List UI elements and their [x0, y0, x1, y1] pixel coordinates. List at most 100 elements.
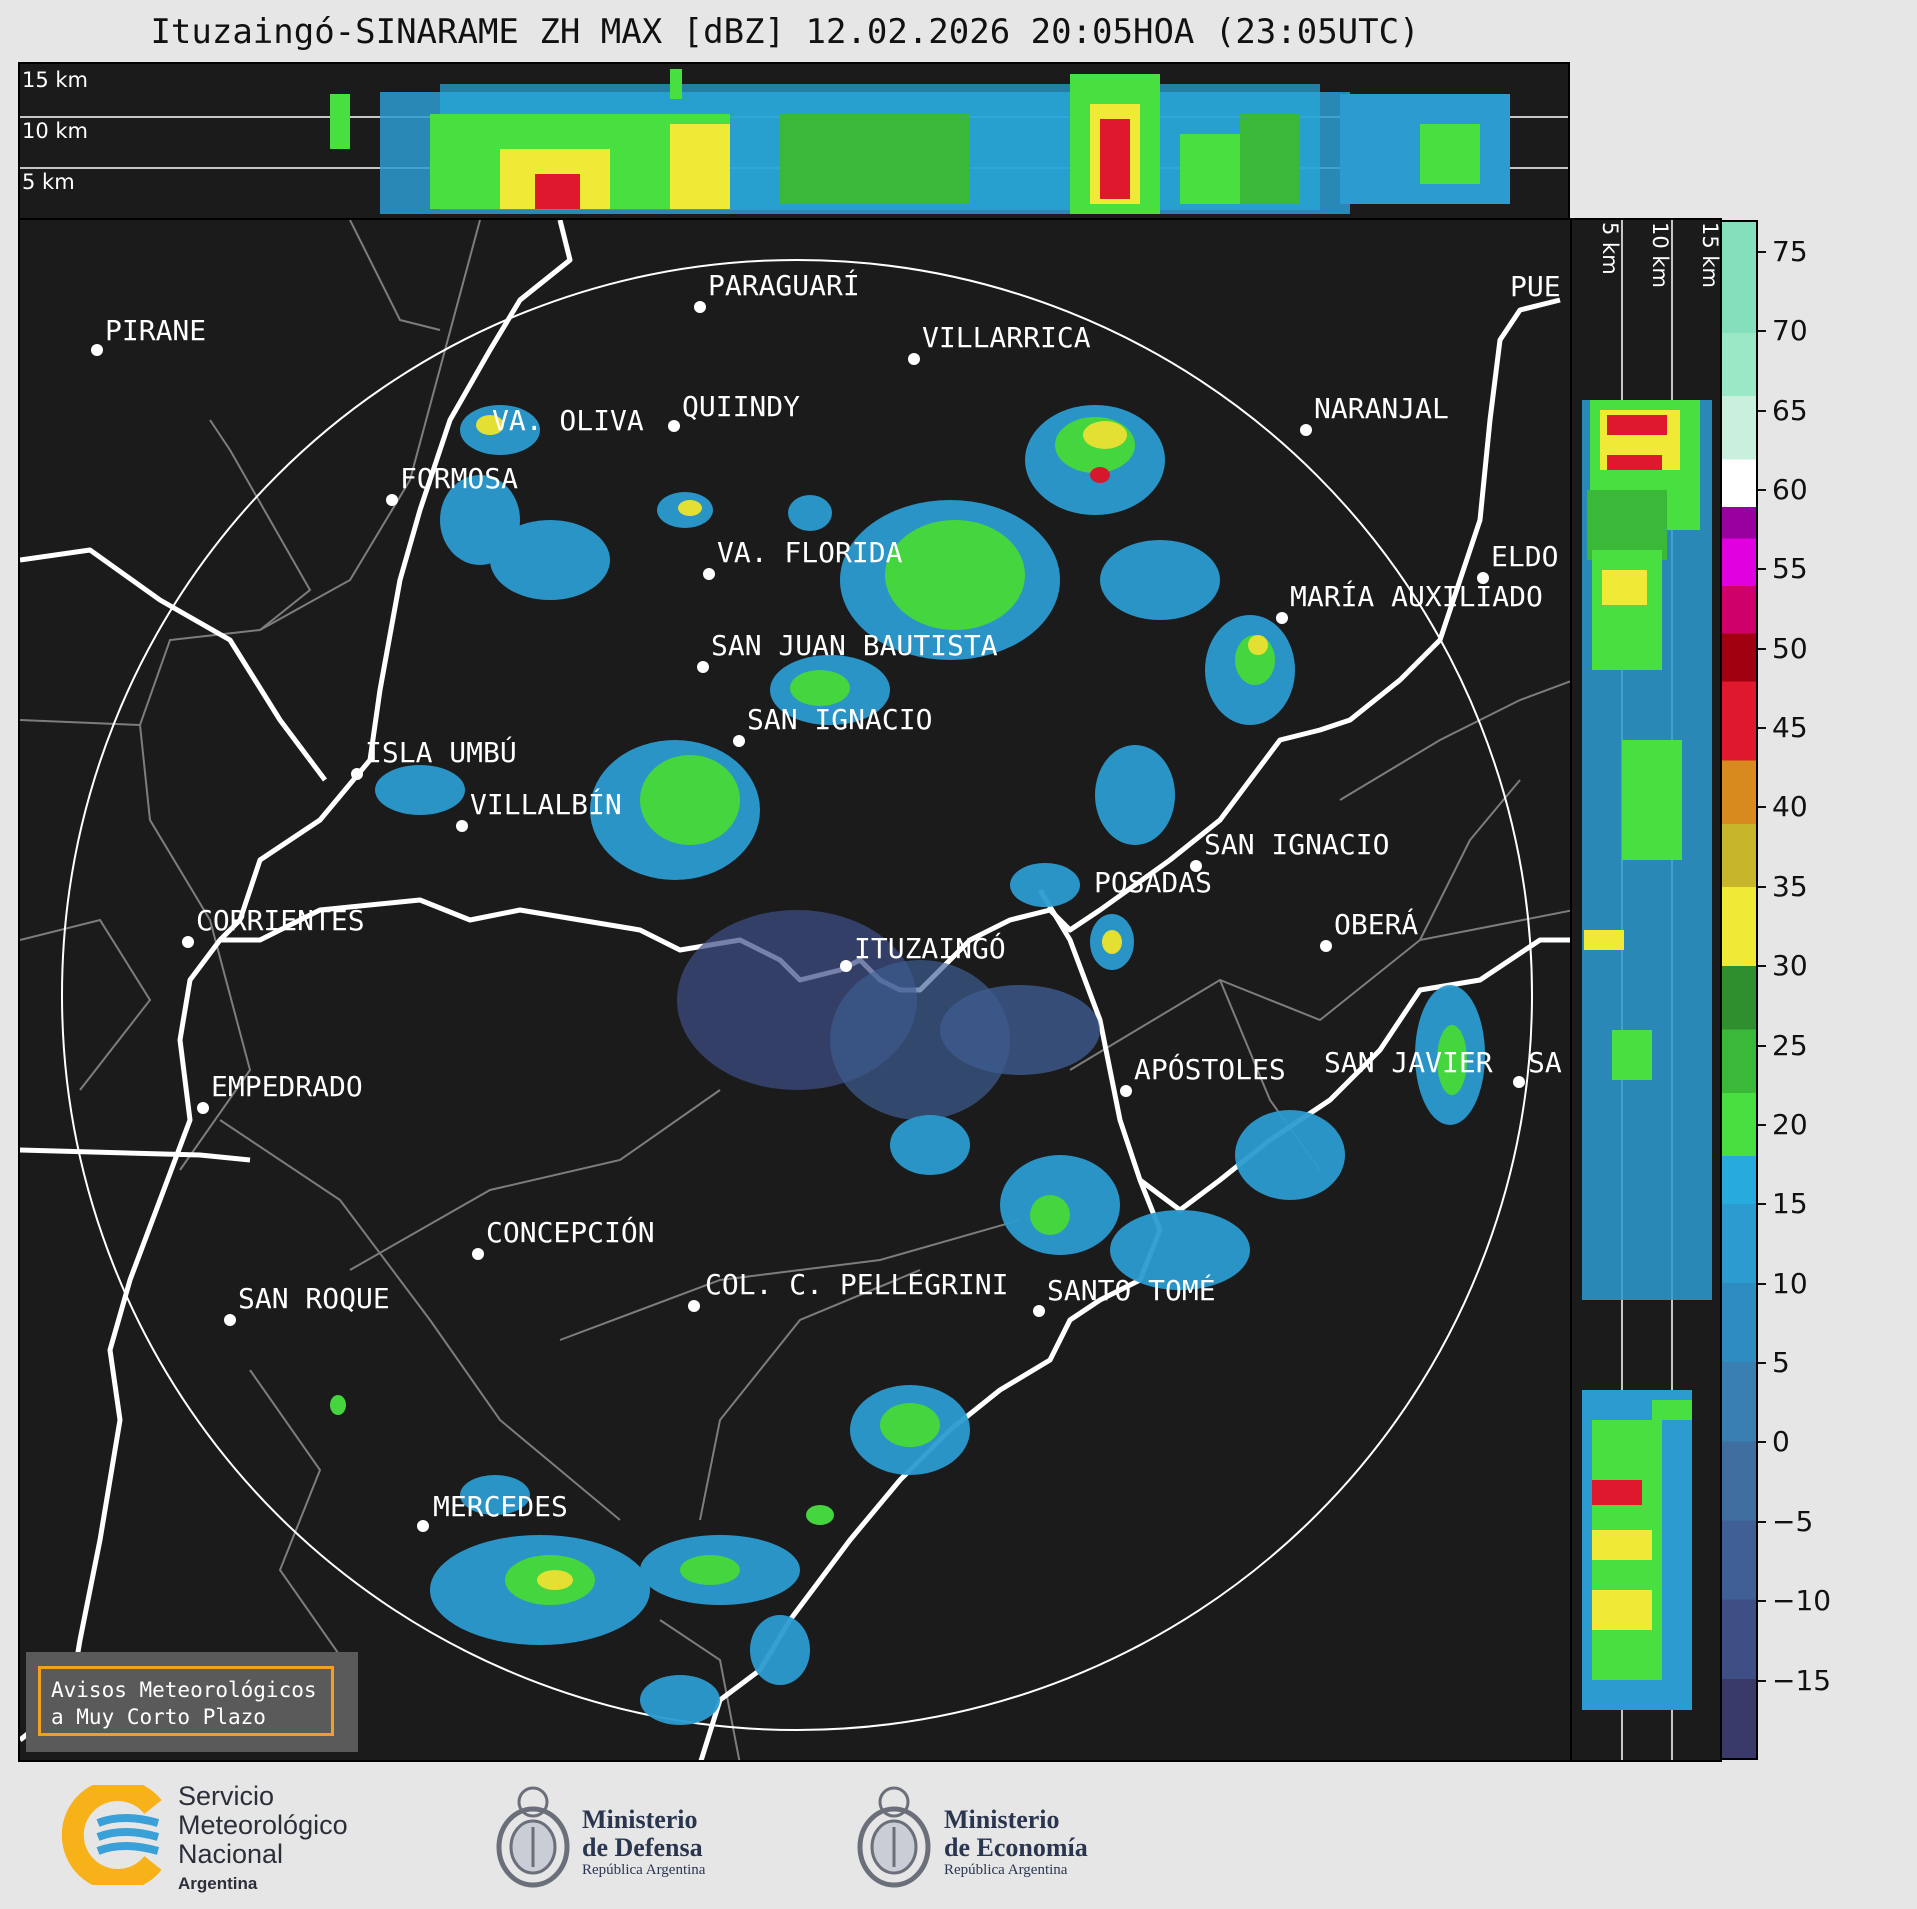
altitude-label-v-10km: 10 km	[1648, 222, 1672, 289]
altitude-label-v-15km: 15 km	[1698, 222, 1722, 289]
city-label-formosa: FORMOSA	[400, 462, 519, 495]
colorbar	[1720, 220, 1758, 1760]
colorbar-tick	[1758, 1282, 1766, 1285]
city-label-quiindy: QUIINDY	[682, 390, 801, 423]
city-dot-villarrica	[908, 353, 920, 365]
city-label-empedrado: EMPEDRADO	[211, 1070, 363, 1103]
colorbar-tick-label: 0	[1772, 1425, 1790, 1459]
city-label-san-ignacio-py: SAN IGNACIO	[747, 703, 933, 736]
city-label-naranjal: NARANJAL	[1314, 392, 1449, 425]
colorbar-tick	[1758, 1123, 1766, 1126]
city-dot-paraguari	[694, 301, 706, 313]
colorbar-tick	[1758, 1203, 1766, 1206]
city-dot-empedrado	[197, 1102, 209, 1114]
colorbar-tick	[1758, 330, 1766, 333]
defensa-line-2: de Defensa	[582, 1833, 703, 1862]
smn-logo-text: Servicio Meteorológico Nacional Argentin…	[178, 1782, 348, 1898]
economia-line-2: de Economía	[944, 1833, 1088, 1862]
colorbar-tick-label: −5	[1772, 1504, 1814, 1538]
city-dot-san-roque	[224, 1314, 236, 1326]
colorbar-tick	[1758, 806, 1766, 809]
city-label-apostoles: APÓSTOLES	[1134, 1053, 1286, 1086]
city-label-va-oliva: VA. OLIVA	[492, 404, 644, 437]
economia-line-1: Ministerio	[944, 1805, 1060, 1834]
colorbar-tick-label: 30	[1772, 949, 1808, 983]
city-dot-isla-umbu	[351, 768, 363, 780]
colorbar-tick	[1758, 965, 1766, 968]
city-dot-villalbin	[456, 820, 468, 832]
colorbar-tick-label: 10	[1772, 1266, 1808, 1300]
altitude-label-15km: 15 km	[22, 68, 89, 92]
altitude-label-v-5km: 5 km	[1598, 222, 1622, 275]
colorbar-tick	[1758, 1600, 1766, 1603]
city-dot-corrientes	[182, 936, 194, 948]
city-dot-san-ignacio-py	[733, 735, 745, 747]
smn-logo	[58, 1779, 170, 1891]
city-label-ituzaingo: ITUZAINGÓ	[854, 932, 1006, 965]
city-label-mercedes: MERCEDES	[433, 1490, 568, 1523]
economia-seal-icon	[855, 1772, 933, 1894]
radar-map-layer	[20, 220, 1570, 1760]
colorbar-tick-label: 60	[1772, 472, 1808, 506]
colorbar-tick-label: 35	[1772, 869, 1808, 903]
colorbar-tick-label: 70	[1772, 314, 1808, 348]
city-dot-maria-auxiliadora	[1276, 612, 1288, 624]
city-dot-pirane	[91, 344, 103, 356]
city-dot-mercedes	[417, 1520, 429, 1532]
colorbar-tick	[1758, 885, 1766, 888]
city-dot-san-javier	[1513, 1076, 1525, 1088]
colorbar-tick	[1758, 1441, 1766, 1444]
colorbar-tick-label: 20	[1772, 1107, 1808, 1141]
city-dot-formosa	[386, 494, 398, 506]
top-cross-section: 15 km 10 km 5 km	[18, 62, 1570, 220]
altitude-label-5km: 5 km	[22, 170, 75, 194]
city-label-corrientes: CORRIENTES	[196, 904, 365, 937]
city-label-paraguari: PARAGUARÍ	[708, 269, 860, 302]
top-cross-section-echoes	[20, 69, 1568, 214]
city-dot-san-juan-bautista	[697, 661, 709, 673]
economia-seal-svg	[857, 1786, 931, 1888]
colorbar-tick-label: 45	[1772, 711, 1808, 745]
city-label-san-ignacio-ar: SAN IGNACIO	[1204, 828, 1390, 861]
colorbar-tick-label: 65	[1772, 393, 1808, 427]
colorbar-tick	[1758, 647, 1766, 650]
colorbar-tick	[1758, 568, 1766, 571]
city-dot-obera	[1320, 940, 1332, 952]
city-dot-col-c-pellegrini	[688, 1300, 700, 1312]
city-dot-concepcion	[472, 1248, 484, 1260]
smn-country: Argentina	[178, 1874, 258, 1893]
colorbar-tick	[1758, 727, 1766, 730]
chart-title: Ituzaingó-SINARAME ZH MAX [dBZ] 12.02.20…	[150, 12, 1420, 52]
city-dot-quiindy	[668, 420, 680, 432]
colorbar-tick	[1758, 1362, 1766, 1365]
smn-line-2: Meteorológico	[178, 1810, 348, 1840]
colorbar-tick-label: −15	[1772, 1663, 1832, 1697]
city-label-santo-tome: SANTO TOMÉ	[1047, 1274, 1216, 1307]
city-label-villarrica: VILLARRICA	[922, 321, 1091, 354]
city-label-villalbin: VILLALBÍN	[470, 788, 622, 821]
smn-line-3: Nacional	[178, 1839, 284, 1869]
city-dot-ituzaingo	[840, 960, 852, 972]
city-label-maria-auxiliadora: MARÍA AUXILIADO	[1290, 580, 1543, 613]
radar-map: PIRANE PARAGUARÍ VILLARRICA VA. OLIVA QU…	[18, 218, 1572, 1762]
economia-sub: República Argentina	[944, 1862, 1068, 1878]
defensa-sub: República Argentina	[582, 1862, 706, 1878]
avisos-frame: Avisos Meteorológicos a Muy Corto Plazo	[38, 1666, 334, 1736]
colorbar-tick	[1758, 488, 1766, 491]
defensa-seal-svg	[496, 1786, 570, 1888]
city-label-col-c-pellegrini: COL. C. PELLEGRINI	[705, 1268, 1009, 1301]
avisos-line-2: a Muy Corto Plazo	[51, 1705, 266, 1729]
smn-logo-icon	[61, 1779, 162, 1891]
city-label-pue: PUE	[1510, 270, 1561, 303]
city-label-obera: OBERÁ	[1334, 908, 1419, 941]
defensa-seal-icon	[494, 1772, 572, 1894]
colorbar-tick-label: −10	[1772, 1584, 1832, 1618]
city-label-sa: SA	[1528, 1046, 1562, 1079]
city-dot-eldorado	[1477, 572, 1489, 584]
city-dot-va-florida	[703, 568, 715, 580]
reflectivity-echoes	[330, 405, 1485, 1725]
right-cross-section: 5 km 10 km 15 km	[1570, 218, 1722, 1762]
avisos-box[interactable]: Avisos Meteorológicos a Muy Corto Plazo	[26, 1652, 358, 1752]
colorbar-tick-label: 5	[1772, 1346, 1790, 1380]
right-cross-section-echoes	[1582, 220, 1712, 1760]
